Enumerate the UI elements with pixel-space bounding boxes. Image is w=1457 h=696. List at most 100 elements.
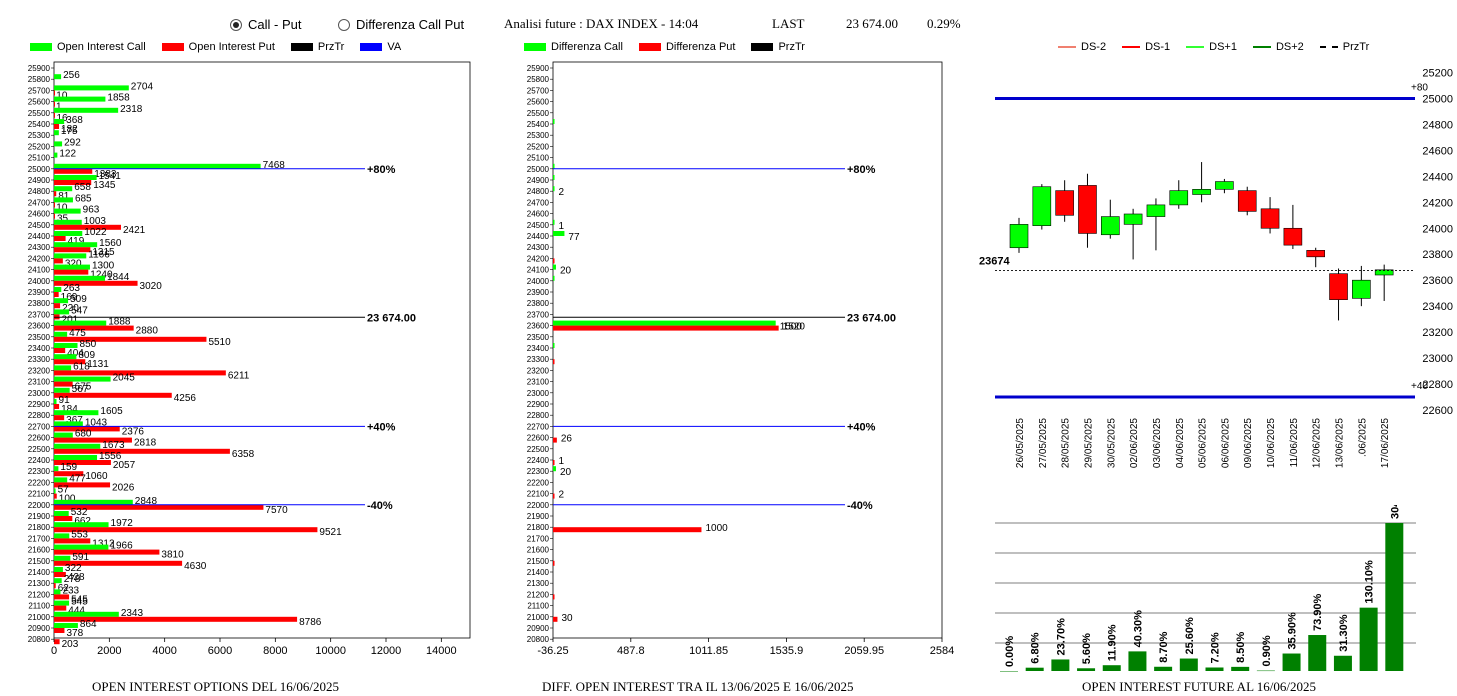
y-tick-label: 23500	[527, 333, 550, 342]
candle-body	[1146, 204, 1166, 217]
put-bar	[54, 292, 59, 297]
call-bar	[54, 522, 109, 528]
put-bar	[54, 336, 207, 342]
call-bar-label: 553	[71, 529, 88, 540]
y-tick-label: 22600	[28, 434, 51, 443]
put-bar-label: 182	[61, 124, 78, 135]
y-tick-label: 23700	[28, 310, 51, 319]
legend-item: Differenza Call	[524, 41, 623, 53]
put-bar-label: 367	[66, 415, 83, 426]
call-bar-label: 1673	[102, 440, 125, 451]
put-bar-label: 7570	[265, 505, 288, 516]
y-tick-label: 23100	[527, 378, 550, 387]
call-bar-label: 1300	[92, 261, 115, 272]
call-bar-label: 233	[62, 585, 79, 596]
x-date-label: 09/06/2025	[1243, 418, 1254, 468]
put-bar-label: 201	[62, 314, 79, 325]
y-tick-label: 23300	[527, 355, 550, 364]
legend-label: PrzTr	[778, 41, 805, 53]
y-tick-label: 22800	[527, 411, 550, 420]
y-tick-label: 24400	[527, 232, 550, 241]
y-tick-label: 25700	[28, 86, 51, 95]
oi-bar	[1359, 607, 1378, 671]
y-tick-label: 24100	[28, 266, 51, 275]
put-bar	[54, 448, 230, 454]
y-tick-label: 21700	[527, 534, 550, 543]
put-bar	[54, 460, 111, 465]
call-bar	[54, 197, 73, 203]
y-tick-label: 25800	[28, 75, 51, 84]
put-bar	[54, 605, 67, 611]
call-bar	[54, 611, 119, 617]
call-bar-label: 91	[59, 395, 71, 406]
chart3-title: OPEN INTEREST FUTURE AL 16/06/2025	[1082, 679, 1317, 694]
x-date-label: 27/05/2025	[1038, 418, 1049, 468]
y-tick-label: 25200	[28, 142, 51, 151]
put-bar	[54, 504, 264, 510]
y-tick-label: 25900	[527, 64, 550, 73]
call-bar	[54, 141, 63, 147]
y-tick-label: 25400	[28, 120, 51, 129]
put-bar	[54, 180, 92, 185]
diff-bar-label: 20	[560, 467, 572, 478]
y-tick-label: 23200	[28, 366, 51, 375]
y-tick-label: 23800	[28, 299, 51, 308]
differenza-label: Differenza Call Put	[356, 17, 465, 32]
plot-frame	[552, 61, 943, 639]
x-tick-label: 2059.95	[844, 645, 884, 657]
call-bar-label: 159	[60, 462, 77, 473]
put-bar	[54, 404, 60, 409]
differenza-radio[interactable]: Differenza Call Put	[338, 17, 464, 32]
oi-bar-label: 8.70%	[1158, 631, 1170, 662]
x-tick-label: 6000	[208, 645, 232, 657]
call-bar	[54, 331, 68, 337]
legend-swatch	[751, 43, 774, 51]
y-tick-label: 20900	[28, 624, 51, 633]
call-bar-label: 509	[70, 294, 87, 305]
x-date-label: 05/06/2025	[1198, 418, 1209, 468]
call-bar	[54, 253, 87, 259]
diff-bar-label: 77	[568, 232, 580, 243]
call-bar-label: 1541	[99, 171, 122, 182]
chart2-title: DIFF. OPEN INTEREST TRA IL 13/06/2025 E …	[542, 679, 854, 694]
y-tick-label: 24600	[1422, 145, 1453, 157]
oi-bar-label: 11.90%	[1107, 624, 1119, 661]
x-tick-label: 487.8	[617, 645, 645, 657]
legend-label: Open Interest Put	[188, 41, 275, 53]
put-bar-label: 81	[58, 191, 70, 202]
y-tick-label: 22300	[28, 467, 51, 476]
put-bar-label: 1240	[90, 270, 113, 281]
last-value: 23 674.00	[846, 16, 898, 31]
legend-item: PrzTr	[290, 41, 344, 53]
put-bar	[54, 482, 111, 488]
put-bar	[54, 90, 55, 96]
call-put-radio[interactable]: Call - Put	[230, 17, 301, 32]
y-tick-label: 24100	[527, 266, 550, 275]
candle-body	[1374, 269, 1394, 276]
y-tick-label: 23900	[28, 288, 51, 297]
put-diff-bar	[553, 437, 557, 443]
y-tick-label: 25500	[28, 109, 51, 118]
diff-bar-label: 1500	[780, 322, 803, 333]
candle-body	[1260, 208, 1280, 229]
legend-label: DS+1	[1209, 41, 1237, 53]
y-tick-label: 22100	[527, 490, 550, 499]
call-diff-bar	[553, 264, 556, 270]
x-date-label: 06/06/2025	[1220, 418, 1231, 468]
y-tick-label: 22200	[28, 478, 51, 487]
legend-label: VA	[387, 41, 402, 53]
legend-item: DS-1	[1122, 41, 1170, 53]
oi-bar	[1025, 667, 1044, 671]
y-tick-label: 21600	[28, 546, 51, 555]
legend-label: PrzTr	[1342, 41, 1370, 53]
y-tick-label: 24900	[527, 176, 550, 185]
y-tick-label: 20900	[527, 624, 550, 633]
y-tick-label: 21300	[28, 579, 51, 588]
call-bar-label: 680	[75, 429, 92, 440]
band-label: +40	[1411, 381, 1428, 392]
legend-label: Open Interest Call	[57, 41, 146, 53]
y-tick-label: 23500	[28, 333, 51, 342]
y-tick-label: 22200	[527, 478, 550, 487]
x-tick-label: 10000	[315, 645, 346, 657]
y-tick-label: 24400	[1422, 171, 1453, 183]
